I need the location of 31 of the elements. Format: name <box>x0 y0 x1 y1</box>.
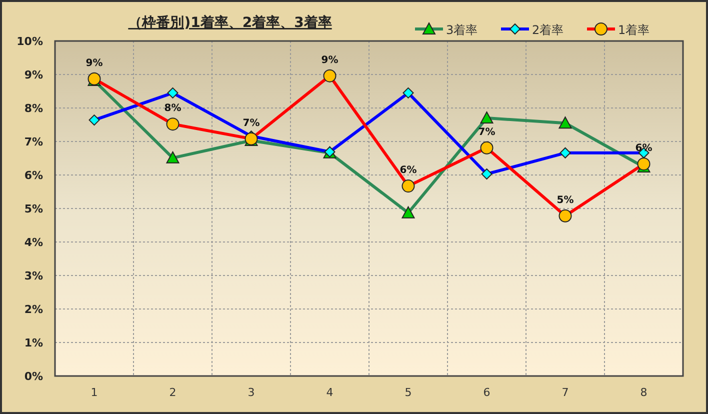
y-tick-label: 1% <box>24 336 43 350</box>
data-label: 8% <box>164 103 182 114</box>
y-tick-label: 7% <box>24 136 43 148</box>
x-tick-label: 3 <box>248 386 255 399</box>
x-tick-label: 2 <box>169 386 176 399</box>
data-label: 6% <box>635 142 652 154</box>
y-tick-label: 10% <box>16 35 43 48</box>
chart-title: （枠番別)1着率、2着率、3着率 <box>128 14 332 31</box>
y-tick-label: 3% <box>24 270 43 282</box>
y-tick-label: 9% <box>24 68 43 82</box>
y-tick-label: 0% <box>24 370 43 383</box>
x-tick-label: 7 <box>562 386 569 399</box>
data-label: 6% <box>400 165 417 176</box>
legend-label: 1着率 <box>618 23 650 37</box>
y-tick-label: 2% <box>24 303 43 316</box>
data-label: 9% <box>86 58 103 69</box>
y-tick-label: 4% <box>24 236 43 249</box>
y-tick-label: 5% <box>24 202 43 216</box>
x-tick-label: 8 <box>640 386 648 399</box>
x-tick-label: 5 <box>404 386 412 399</box>
data-label: 7% <box>478 126 496 138</box>
data-label: 5% <box>556 194 574 206</box>
y-tick-label: 8% <box>24 102 43 115</box>
legend-label: 2着率 <box>532 23 564 37</box>
legend-label: 3着率 <box>446 23 478 37</box>
x-tick-label: 4 <box>326 386 334 399</box>
data-label: 7% <box>242 118 260 129</box>
data-label: 9% <box>321 54 338 66</box>
x-tick-label: 1 <box>90 386 98 399</box>
y-tick-label: 6% <box>24 169 43 182</box>
x-tick-label: 6 <box>483 386 490 399</box>
